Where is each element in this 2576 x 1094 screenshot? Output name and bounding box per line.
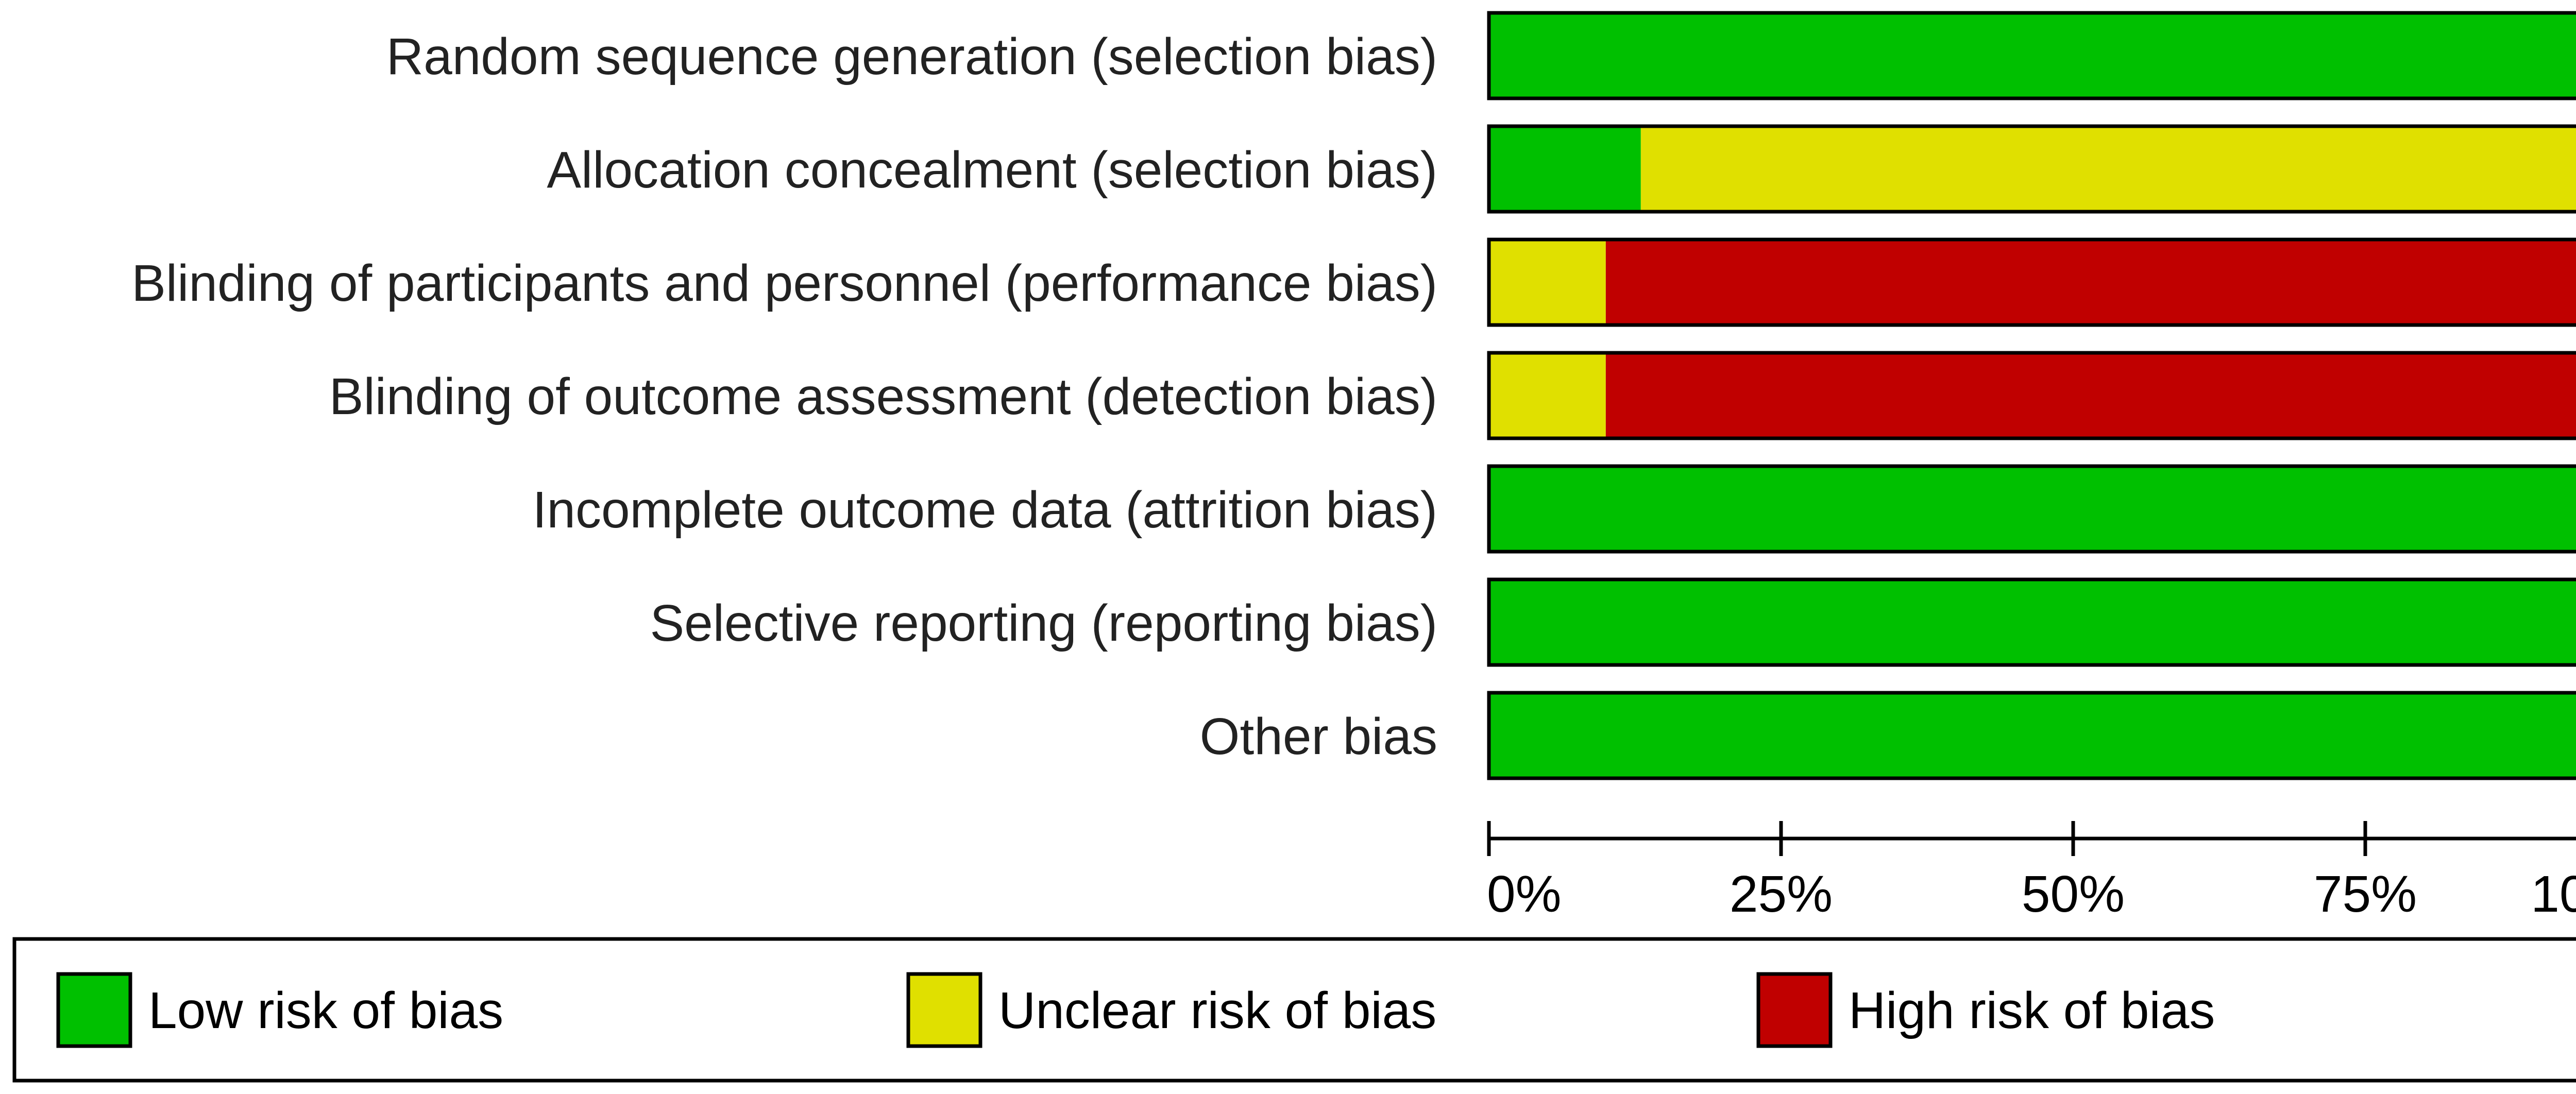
legend-swatch [906,972,982,1048]
bar-segment [1640,126,2576,212]
legend-swatch [1756,972,1833,1048]
bar-outline [1487,577,2576,667]
bar-outline [1487,464,2576,554]
bar-segment [1489,240,1606,325]
bar-segment [1489,693,2576,778]
bar-segment [1489,13,2576,98]
bar-outline [1487,691,2576,780]
stacked-bars [1487,11,2576,780]
category-label: Random sequence generation (selection bi… [386,28,1437,86]
x-tick-label: 0% [1487,865,1562,923]
category-label: Incomplete outcome data (attrition bias) [533,481,1437,539]
bar-outline [1487,237,2576,327]
bar-outline [1487,351,2576,440]
x-tick-label: 75% [2314,865,2417,923]
bar-outline [1487,11,2576,100]
bar-segment [1489,353,1606,438]
bar-segment [1489,579,2576,665]
x-axis: 0% 25% 50% 75% 100% [1487,821,2576,923]
category-label: Blinding of participants and personnel (… [131,254,1437,312]
bar-segment [1489,126,1641,212]
x-tick-label: 100% [2531,865,2576,923]
legend-swatch [56,972,132,1048]
legend-label: High risk of bias [1849,982,2215,1039]
category-labels: Random sequence generation (selection bi… [131,28,1437,765]
category-label: Blinding of outcome assessment (detectio… [329,368,1437,425]
legend-box [12,937,2576,1083]
legend: Low risk of bias Unclear risk of bias High… [12,937,2576,1083]
category-label: Allocation concealment (selection bias) [547,141,1437,199]
category-label: Selective reporting (reporting bias) [650,594,1437,652]
bar-segment [1605,240,2576,325]
legend-label: Low risk of bias [148,982,503,1039]
legend-label: Unclear risk of bias [998,982,1436,1039]
bar-segment [1489,466,2576,552]
bar-outline [1487,124,2576,214]
x-tick-label: 50% [2022,865,2125,923]
category-label: Other bias [1200,708,1437,765]
x-tick-label: 25% [1730,865,1833,923]
bar-segment [1605,353,2576,438]
